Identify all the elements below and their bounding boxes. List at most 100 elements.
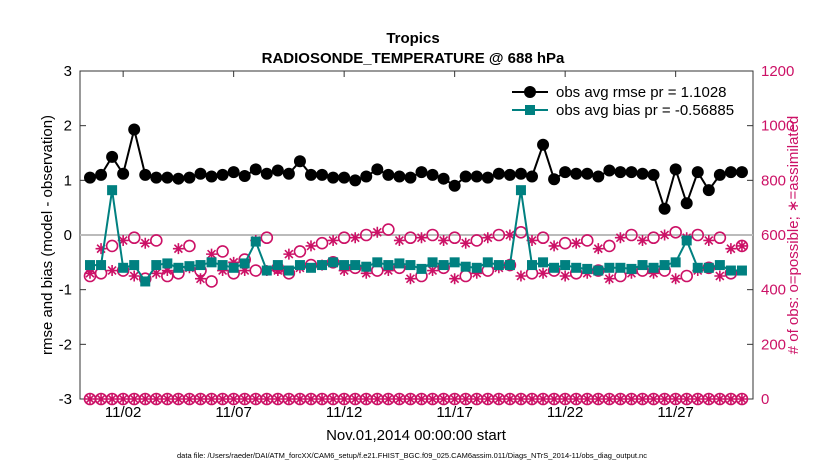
chart-title: Tropics xyxy=(386,30,439,47)
data-point-possible xyxy=(448,231,461,245)
data-point-possible xyxy=(492,228,506,242)
data-point-obs-avg-bias-pr-0-56885 xyxy=(593,265,604,276)
y2-tick-label: 800 xyxy=(761,172,786,189)
data-point-obs-avg-rmse-pr-1-1028 xyxy=(680,197,693,210)
data-point-assimilated-baseline xyxy=(637,393,648,405)
data-point-obs-avg-rmse-pr-1-1028 xyxy=(106,150,119,163)
data-point-assimilated xyxy=(349,232,361,244)
data-point-assimilated xyxy=(659,229,671,241)
data-point-obs-avg-bias-pr-0-56885 xyxy=(670,257,681,268)
data-point-assimilated-baseline xyxy=(482,393,494,405)
data-point-assimilated xyxy=(106,265,118,277)
y2-tick-label: 600 xyxy=(761,227,786,244)
x-tick-label: 11/12 xyxy=(326,404,362,421)
data-point-assimilated xyxy=(537,267,549,279)
data-point-obs-avg-rmse-pr-1-1028 xyxy=(724,166,737,179)
data-point-obs-avg-bias-pr-0-56885 xyxy=(405,260,416,271)
data-point-obs-avg-bias-pr-0-56885 xyxy=(206,257,217,268)
data-point-obs-avg-bias-pr-0-56885 xyxy=(604,262,615,273)
data-point-assimilated xyxy=(195,273,206,285)
data-point-possible xyxy=(625,228,638,242)
data-point-assimilated xyxy=(482,232,494,244)
data-point-obs-avg-rmse-pr-1-1028 xyxy=(316,168,329,181)
data-point-obs-avg-bias-pr-0-56885 xyxy=(504,260,515,271)
data-point-obs-avg-bias-pr-0-56885 xyxy=(538,257,549,268)
data-point-assimilated xyxy=(416,232,427,244)
data-point-obs-avg-bias-pr-0-56885 xyxy=(195,260,206,271)
data-point-assimilated-baseline xyxy=(228,393,240,405)
data-point-obs-avg-rmse-pr-1-1028 xyxy=(360,170,373,183)
x-tick-label: 11/17 xyxy=(436,404,472,421)
data-point-possible xyxy=(470,234,484,247)
data-point-possible xyxy=(647,231,660,245)
data-point-assimilated-baseline xyxy=(526,393,538,405)
data-point-obs-avg-bias-pr-0-56885 xyxy=(460,261,471,272)
data-point-obs-avg-rmse-pr-1-1028 xyxy=(735,166,748,179)
data-point-assimilated-baseline xyxy=(195,393,206,405)
data-point-obs-avg-rmse-pr-1-1028 xyxy=(194,167,207,180)
data-point-obs-avg-rmse-pr-1-1028 xyxy=(249,163,262,176)
data-point-assimilated xyxy=(714,270,726,282)
data-point-assimilated xyxy=(637,234,648,246)
data-point-obs-avg-rmse-pr-1-1028 xyxy=(227,166,240,179)
data-point-obs-avg-rmse-pr-1-1028 xyxy=(260,167,273,180)
series-layer xyxy=(83,123,749,406)
data-point-assimilated-baseline xyxy=(548,393,560,405)
y-tick-label: 1 xyxy=(64,172,72,189)
data-point-assimilated xyxy=(128,270,140,282)
data-point-assimilated-baseline xyxy=(139,393,151,405)
data-point-assimilated xyxy=(548,240,560,252)
data-point-assimilated-baseline xyxy=(625,393,637,405)
data-point-assimilated xyxy=(338,265,350,277)
data-point-assimilated-baseline xyxy=(427,393,439,405)
y-tick-label: 2 xyxy=(64,118,72,135)
data-point-possible xyxy=(293,245,307,258)
data-point-assimilated-baseline xyxy=(294,393,306,405)
data-point-assimilated xyxy=(471,267,483,279)
data-point-assimilated xyxy=(95,243,107,255)
data-point-obs-avg-bias-pr-0-56885 xyxy=(427,257,438,268)
data-point-possible xyxy=(580,234,594,247)
data-point-obs-avg-bias-pr-0-56885 xyxy=(560,260,571,271)
data-point-obs-avg-rmse-pr-1-1028 xyxy=(216,168,229,181)
data-point-assimilated xyxy=(670,273,682,285)
data-point-assimilated xyxy=(449,273,461,285)
data-point-assimilated-baseline xyxy=(493,393,505,405)
data-point-assimilated-baseline xyxy=(84,393,96,405)
axis-ticks: -3 -2 -1 0 1 2 3 0 200 400 600 800 1000 1200 11/02 11/0… xyxy=(59,63,795,421)
data-point-obs-avg-rmse-pr-1-1028 xyxy=(150,171,163,184)
data-point-assimilated-baseline xyxy=(349,393,361,405)
data-point-possible xyxy=(260,231,274,245)
data-point-obs-avg-bias-pr-0-56885 xyxy=(107,185,118,196)
data-point-obs-avg-bias-pr-0-56885 xyxy=(96,260,107,271)
data-point-obs-avg-bias-pr-0-56885 xyxy=(714,260,725,271)
data-point-assimilated-baseline xyxy=(659,393,671,405)
y-tick-label: 0 xyxy=(64,227,72,244)
chart-subtitle: RADIOSONDE_TEMPERATURE @ 688 hPa xyxy=(262,50,565,67)
data-point-assimilated-baseline xyxy=(404,393,416,405)
data-point-assimilated xyxy=(84,267,96,279)
data-point-obs-avg-bias-pr-0-56885 xyxy=(659,260,670,271)
data-point-possible xyxy=(183,239,196,253)
data-point-obs-avg-rmse-pr-1-1028 xyxy=(371,163,384,176)
data-point-assimilated xyxy=(648,267,660,279)
data-point-obs-avg-rmse-pr-1-1028 xyxy=(128,123,141,136)
y-tick-label: -2 xyxy=(59,336,72,353)
data-point-obs-avg-rmse-pr-1-1028 xyxy=(282,167,295,180)
data-point-assimilated xyxy=(117,234,129,246)
data-point-assimilated xyxy=(161,265,173,277)
data-point-obs-avg-rmse-pr-1-1028 xyxy=(570,167,583,180)
data-point-obs-avg-rmse-pr-1-1028 xyxy=(437,172,450,185)
data-point-obs-avg-bias-pr-0-56885 xyxy=(471,262,482,273)
data-point-assimilated-baseline xyxy=(449,393,461,405)
data-point-obs-avg-rmse-pr-1-1028 xyxy=(537,138,550,151)
data-point-possible xyxy=(337,231,351,245)
data-point-obs-avg-bias-pr-0-56885 xyxy=(372,257,383,268)
y2-tick-label: 1200 xyxy=(761,63,794,80)
data-point-possible xyxy=(359,228,373,242)
data-point-assimilated-baseline xyxy=(581,393,593,405)
data-point-obs-avg-bias-pr-0-56885 xyxy=(239,258,250,269)
data-point-assimilated xyxy=(239,265,251,277)
data-point-possible xyxy=(249,264,263,277)
data-point-obs-avg-bias-pr-0-56885 xyxy=(184,261,195,272)
